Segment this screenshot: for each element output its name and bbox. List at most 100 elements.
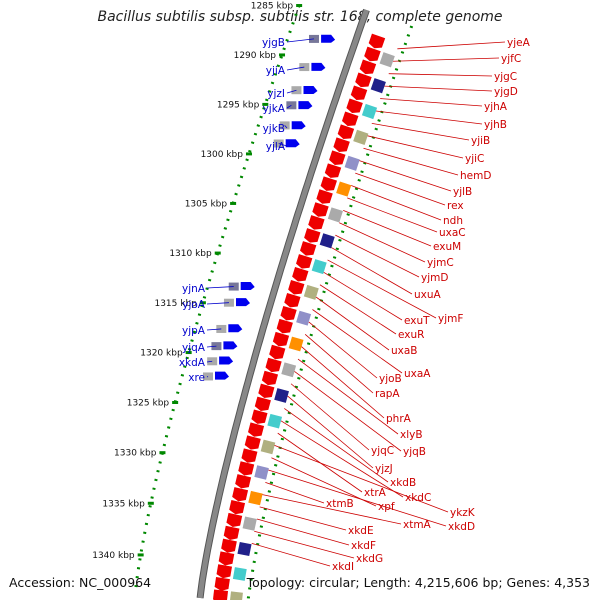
gene-label-xkdG: xkdG (356, 553, 383, 565)
gene-leader-line (206, 376, 209, 378)
reverse-gene-arrow (276, 318, 293, 334)
gene-label-xtmA: xtmA (403, 519, 432, 531)
gene-label-uxuA: uxuA (414, 289, 442, 301)
gene-leader-line (290, 383, 370, 451)
gene-leader-line (206, 286, 234, 289)
gene-leader-line (278, 143, 288, 147)
gene-leader-line (371, 123, 470, 141)
forward-gene-arrow (223, 341, 238, 350)
gene-label-phrA: phrA (386, 413, 412, 425)
gene-label-yjpA: yjpA (182, 325, 206, 337)
cds-block (254, 465, 269, 480)
gene-leader-line (286, 66, 305, 71)
forward-gene-arrow (228, 324, 243, 333)
scale-tick (230, 201, 237, 205)
cds-block (327, 207, 343, 223)
reverse-gene-arrow (244, 435, 261, 450)
gene-leader-line (286, 89, 297, 94)
gene-leader-line (388, 73, 493, 77)
gene-leader-line (262, 494, 402, 525)
cds-block (274, 388, 289, 403)
reverse-gene-arrow (241, 448, 258, 463)
reverse-gene-arrow (212, 589, 229, 600)
cds-block (336, 181, 352, 197)
scale-tick (214, 251, 221, 255)
gene-leader-line (331, 247, 413, 295)
cds-block (248, 490, 263, 506)
forward-gene-arrow (303, 86, 318, 94)
gene-label-yjiB: yjiB (471, 135, 490, 147)
forward-gene-arrow (219, 356, 234, 365)
cds-block (229, 591, 243, 600)
gene-label-yjiA: yjiA (266, 65, 286, 77)
reverse-gene-arrow (364, 46, 381, 62)
forward-gene-arrow (298, 101, 313, 110)
gene-leader-line (294, 371, 402, 452)
gene-label-hemD: hemD (460, 170, 491, 182)
reverse-gene-arrow (258, 383, 275, 399)
scale-tick (185, 351, 192, 355)
cds-block (361, 103, 378, 120)
gene-leader-line (343, 209, 432, 247)
reverse-gene-arrow (218, 551, 235, 566)
gene-leader-line (251, 542, 331, 567)
gene-leader-line (327, 259, 437, 319)
gene-label-xkdF: xkdF (351, 540, 376, 552)
gene-label-exuT: exuT (404, 315, 430, 327)
gene-leader-line (206, 345, 217, 348)
scale-label: 1330 kbp (114, 449, 157, 459)
topology-label: Topology: circular; Length: 4,215,606 bp… (246, 575, 590, 590)
gene-label-xkdC: xkdC (405, 492, 431, 504)
reverse-gene-arrow (284, 292, 301, 308)
gene-leader-line (271, 457, 377, 507)
forward-gene-arrow (215, 371, 229, 380)
reverse-gene-arrow (320, 176, 338, 191)
cds-block (379, 52, 395, 68)
scale-tick (279, 53, 286, 57)
reverse-gene-arrow (232, 487, 249, 502)
reverse-gene-arrow (226, 512, 243, 528)
gene-label-yjgB: yjgB (262, 37, 285, 49)
gene-leader-line (375, 110, 483, 125)
reverse-gene-arrow (300, 241, 317, 256)
reverse-gene-arrow (359, 59, 377, 75)
reverse-gene-arrow (261, 370, 279, 386)
scale-label: 1290 kbp (234, 51, 277, 61)
tick-track-1 (246, 25, 414, 600)
reverse-gene-arrow (238, 461, 255, 476)
reverse-gene-arrow (312, 202, 329, 217)
scale-label: 1285 kbp (251, 2, 294, 12)
reverse-gene-arrow (350, 85, 368, 101)
cds-block (344, 155, 360, 171)
reverse-gene-arrow (272, 331, 290, 347)
scale-tick (147, 501, 154, 505)
reverse-gene-arrow (368, 33, 386, 49)
scale-label: 1305 kbp (185, 199, 228, 209)
gene-leader-line (297, 358, 399, 435)
gene-leader-line (284, 408, 389, 483)
forward-gene-arrow (236, 298, 250, 307)
gene-label-exuR: exuR (398, 329, 424, 341)
gene-leader-line (335, 234, 420, 278)
gene-label-yjkB: yjkB (263, 123, 285, 135)
reverse-gene-arrow (355, 72, 372, 88)
gene-leader-line (301, 346, 385, 419)
forward-gene-arrow (285, 139, 300, 148)
cds-block (288, 336, 304, 352)
gene-label-yjgD: yjgD (494, 86, 518, 98)
cds-block (303, 284, 319, 300)
scale-label: 1335 kbp (102, 499, 145, 509)
gene-label-yjoA: yjoA (182, 299, 206, 311)
cds-block (232, 567, 247, 581)
gene-label-yjlB: yjlB (453, 186, 472, 198)
reverse-gene-arrow (341, 111, 359, 127)
scale-label: 1315 kbp (154, 299, 197, 309)
forward-cds-block (299, 63, 310, 72)
forward-gene-arrow (321, 34, 336, 43)
gene-label-ykzK: ykzK (450, 507, 476, 519)
gene-label-xkdE: xkdE (348, 525, 374, 537)
gene-label-yjoB: yjoB (379, 373, 402, 385)
gene-leader-line (384, 85, 493, 92)
gene-label-rex: rex (447, 200, 464, 212)
reverse-gene-arrow (296, 254, 313, 269)
